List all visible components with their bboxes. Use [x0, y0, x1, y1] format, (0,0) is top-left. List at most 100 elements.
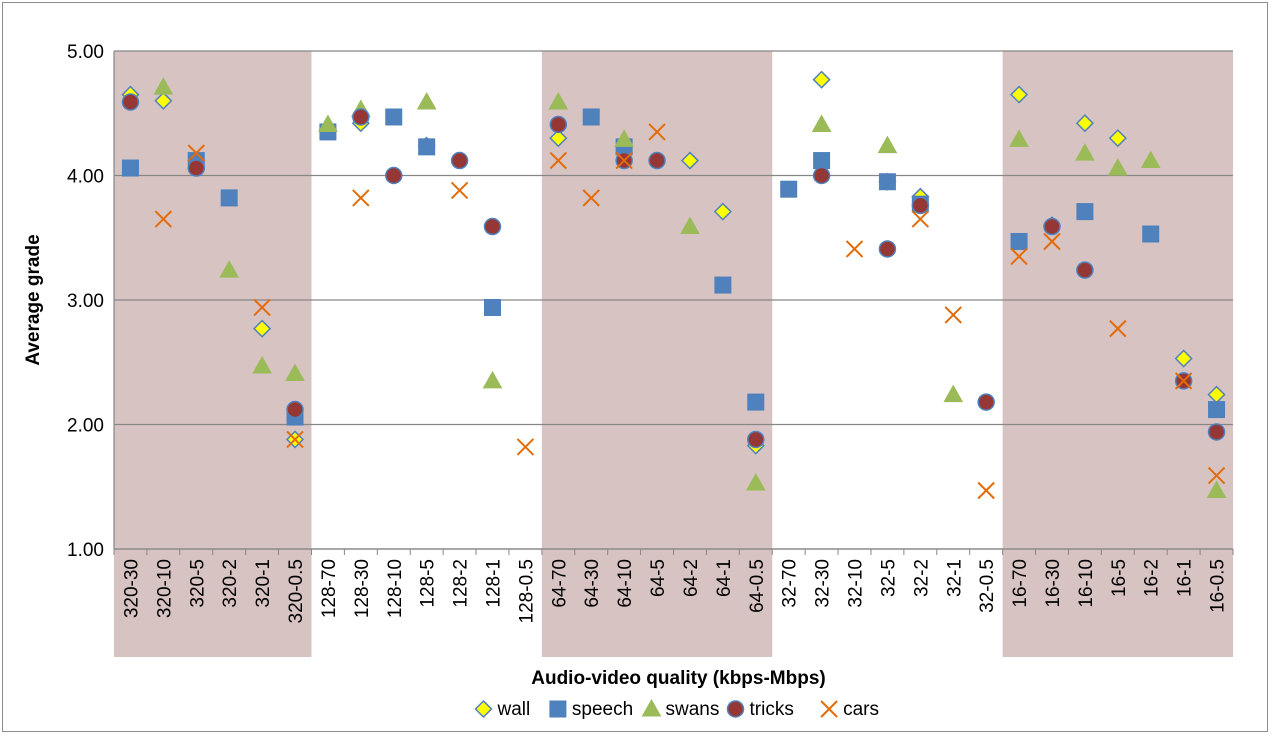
speech-point: [747, 393, 765, 411]
x-tick-label: 320-5: [187, 559, 208, 608]
y-tick-label: 5.00: [67, 42, 104, 63]
cars-point: [154, 210, 173, 228]
x-tick-label: 64-30: [582, 559, 603, 608]
x-axis-title: Audio-video quality (kbps-Mbps): [531, 668, 826, 689]
swans-point: [1107, 158, 1128, 176]
swans-point: [943, 384, 964, 403]
tricks-point: [385, 166, 403, 185]
tricks-point: [747, 430, 765, 449]
swans-point: [1009, 129, 1029, 147]
swans-point: [877, 135, 898, 154]
x-tick-label: 32-10: [846, 559, 867, 608]
cars-point: [845, 240, 864, 258]
series-swans: [153, 77, 1227, 498]
x-stroke: [845, 240, 864, 258]
x-tick-label: 16-5: [1109, 559, 1130, 597]
legend-marker-wall: [474, 699, 493, 719]
tricks-point: [1076, 261, 1094, 279]
swans-point: [745, 472, 766, 491]
y-axis-title: Average grade: [23, 234, 44, 365]
speech-point: [1208, 401, 1226, 419]
legend: wall speech swans tricks cars: [474, 698, 879, 720]
y-tick-label: 3.00: [67, 291, 104, 312]
x-tick-label: 64-5: [648, 559, 669, 597]
tricks-point: [450, 151, 469, 170]
shaded-band-2: [1002, 51, 1233, 657]
cars-point: [582, 189, 600, 207]
x-stroke: [352, 189, 370, 207]
tricks-point: [812, 166, 831, 185]
x-tick-labels: 320-30 320-10 320-5 320-2 320-1 320-0.5 128-70…: [121, 559, 1228, 623]
cars-point: [516, 438, 535, 456]
y-tick-label: 1.00: [67, 540, 104, 561]
cars-point: [615, 151, 633, 170]
speech-point: [385, 108, 403, 126]
x-stroke: [944, 306, 962, 324]
x-tick-label: 320-2: [220, 559, 241, 608]
x-stroke: [1174, 372, 1193, 390]
tricks-point: [286, 400, 304, 419]
x-tick-label: 32-1: [944, 559, 965, 597]
speech-point: [483, 298, 501, 316]
speech-point: [1142, 225, 1160, 243]
x-stroke: [286, 430, 304, 449]
swans-point: [548, 92, 569, 110]
tricks-point: [483, 217, 502, 236]
x-stroke: [582, 189, 600, 207]
wall-point: [1108, 129, 1127, 148]
x-stroke: [1010, 247, 1028, 266]
legend-marker-speech: [549, 700, 567, 718]
speech-point: [121, 159, 139, 177]
tricks-point: [1043, 217, 1061, 236]
speech-point: [813, 152, 831, 170]
wall-point: [549, 129, 568, 148]
speech-point: [780, 180, 798, 198]
wall-point: [1174, 349, 1193, 368]
swans-point: [318, 114, 338, 132]
legend-marker-tricks: [726, 700, 745, 718]
swans-point: [1075, 143, 1095, 161]
tricks-point: [977, 393, 995, 411]
shaded-bands: [114, 51, 1233, 657]
tricks-point: [352, 108, 370, 126]
x-tick-label: 32-30: [813, 559, 834, 608]
cars-point: [549, 151, 568, 170]
legend-label: speech: [572, 699, 633, 720]
axes: [113, 51, 1234, 555]
swans-point: [680, 216, 700, 235]
swans-point: [1140, 150, 1161, 169]
swans-point: [614, 129, 634, 147]
x-tick-label: 320-0.5: [286, 559, 307, 623]
legend-label: swans: [666, 699, 720, 720]
x-stroke: [549, 151, 568, 170]
cars-point: [911, 210, 930, 228]
swans-point: [416, 92, 437, 110]
series-cars: [154, 123, 1226, 500]
wall-point: [1010, 85, 1029, 104]
speech-point: [418, 138, 436, 156]
legend-marker-swans: [641, 698, 662, 717]
speech-point: [714, 276, 732, 294]
x-stroke: [187, 144, 205, 162]
x-stroke: [1043, 232, 1061, 251]
tricks-point: [878, 240, 897, 258]
speech-point: [1076, 203, 1094, 221]
speech-point: [220, 189, 238, 207]
cars-point: [1207, 466, 1226, 485]
x-stroke: [450, 181, 469, 200]
tricks-point: [1207, 423, 1226, 441]
x-stroke: [154, 210, 173, 228]
x-tick-label: 16-1: [1175, 559, 1196, 597]
x-tick-label: 64-2: [681, 559, 702, 597]
x-tick-label: 64-10: [615, 559, 636, 608]
x-stroke: [977, 481, 995, 500]
x-tick-label: 32-0.5: [977, 559, 998, 613]
cars-point: [286, 430, 304, 449]
legend-marker-cars: [820, 700, 838, 718]
legend-item-speech: speech: [549, 699, 633, 720]
speech-point: [582, 108, 600, 126]
x-tick-label: 16-2: [1142, 559, 1163, 597]
swans-point: [482, 370, 503, 389]
cars-point: [1174, 372, 1193, 390]
